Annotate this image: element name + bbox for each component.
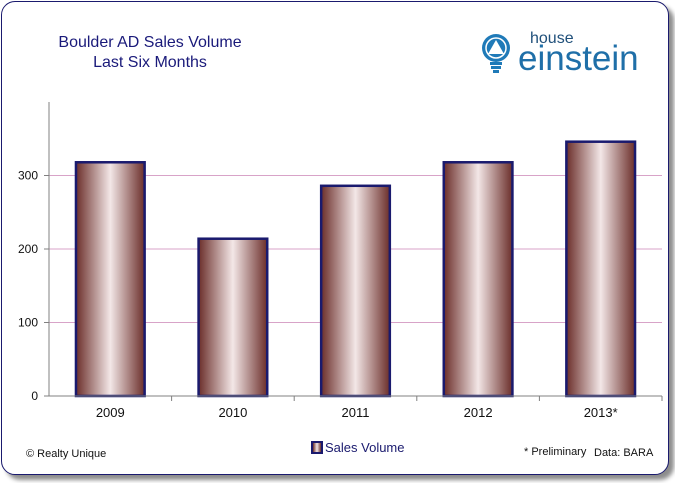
logo-house-text: house: [530, 30, 574, 47]
y-tick-label: 200: [18, 242, 38, 256]
chart-legend: Sales Volume: [311, 440, 405, 455]
logo-einstein-text: einstein: [518, 39, 639, 78]
y-tick-label: 0: [31, 389, 38, 403]
house-einstein-logo: house einstein: [478, 28, 658, 78]
lightbulb-icon: [482, 34, 510, 73]
copyright-text: © Realty Unique: [26, 448, 107, 460]
x-tick-label: 2009: [96, 405, 125, 420]
chart-title-line2: Last Six Months: [93, 54, 207, 71]
legend-swatch: [311, 441, 323, 454]
chart-title-line1: Boulder AD Sales Volume: [58, 34, 242, 51]
preliminary-note: * Preliminary: [524, 446, 587, 458]
y-tick-label: 100: [18, 316, 38, 330]
bar-2009: [74, 161, 146, 398]
chart-title: Boulder AD Sales Volume Last Six Months: [20, 33, 280, 73]
bar-2012: [442, 161, 514, 398]
x-tick-label: 2011: [342, 405, 370, 420]
y-tick-label: 300: [18, 169, 38, 183]
bar-2011: [319, 184, 392, 398]
bar-2010: [197, 237, 269, 398]
x-tick-label: 2012: [464, 405, 493, 420]
x-tick-label: 2013*: [584, 405, 618, 420]
data-source: Data: BARA: [594, 447, 654, 459]
legend-label: Sales Volume: [325, 440, 405, 455]
x-tick-label: 2010: [218, 405, 247, 420]
bar-2013: [565, 140, 637, 398]
